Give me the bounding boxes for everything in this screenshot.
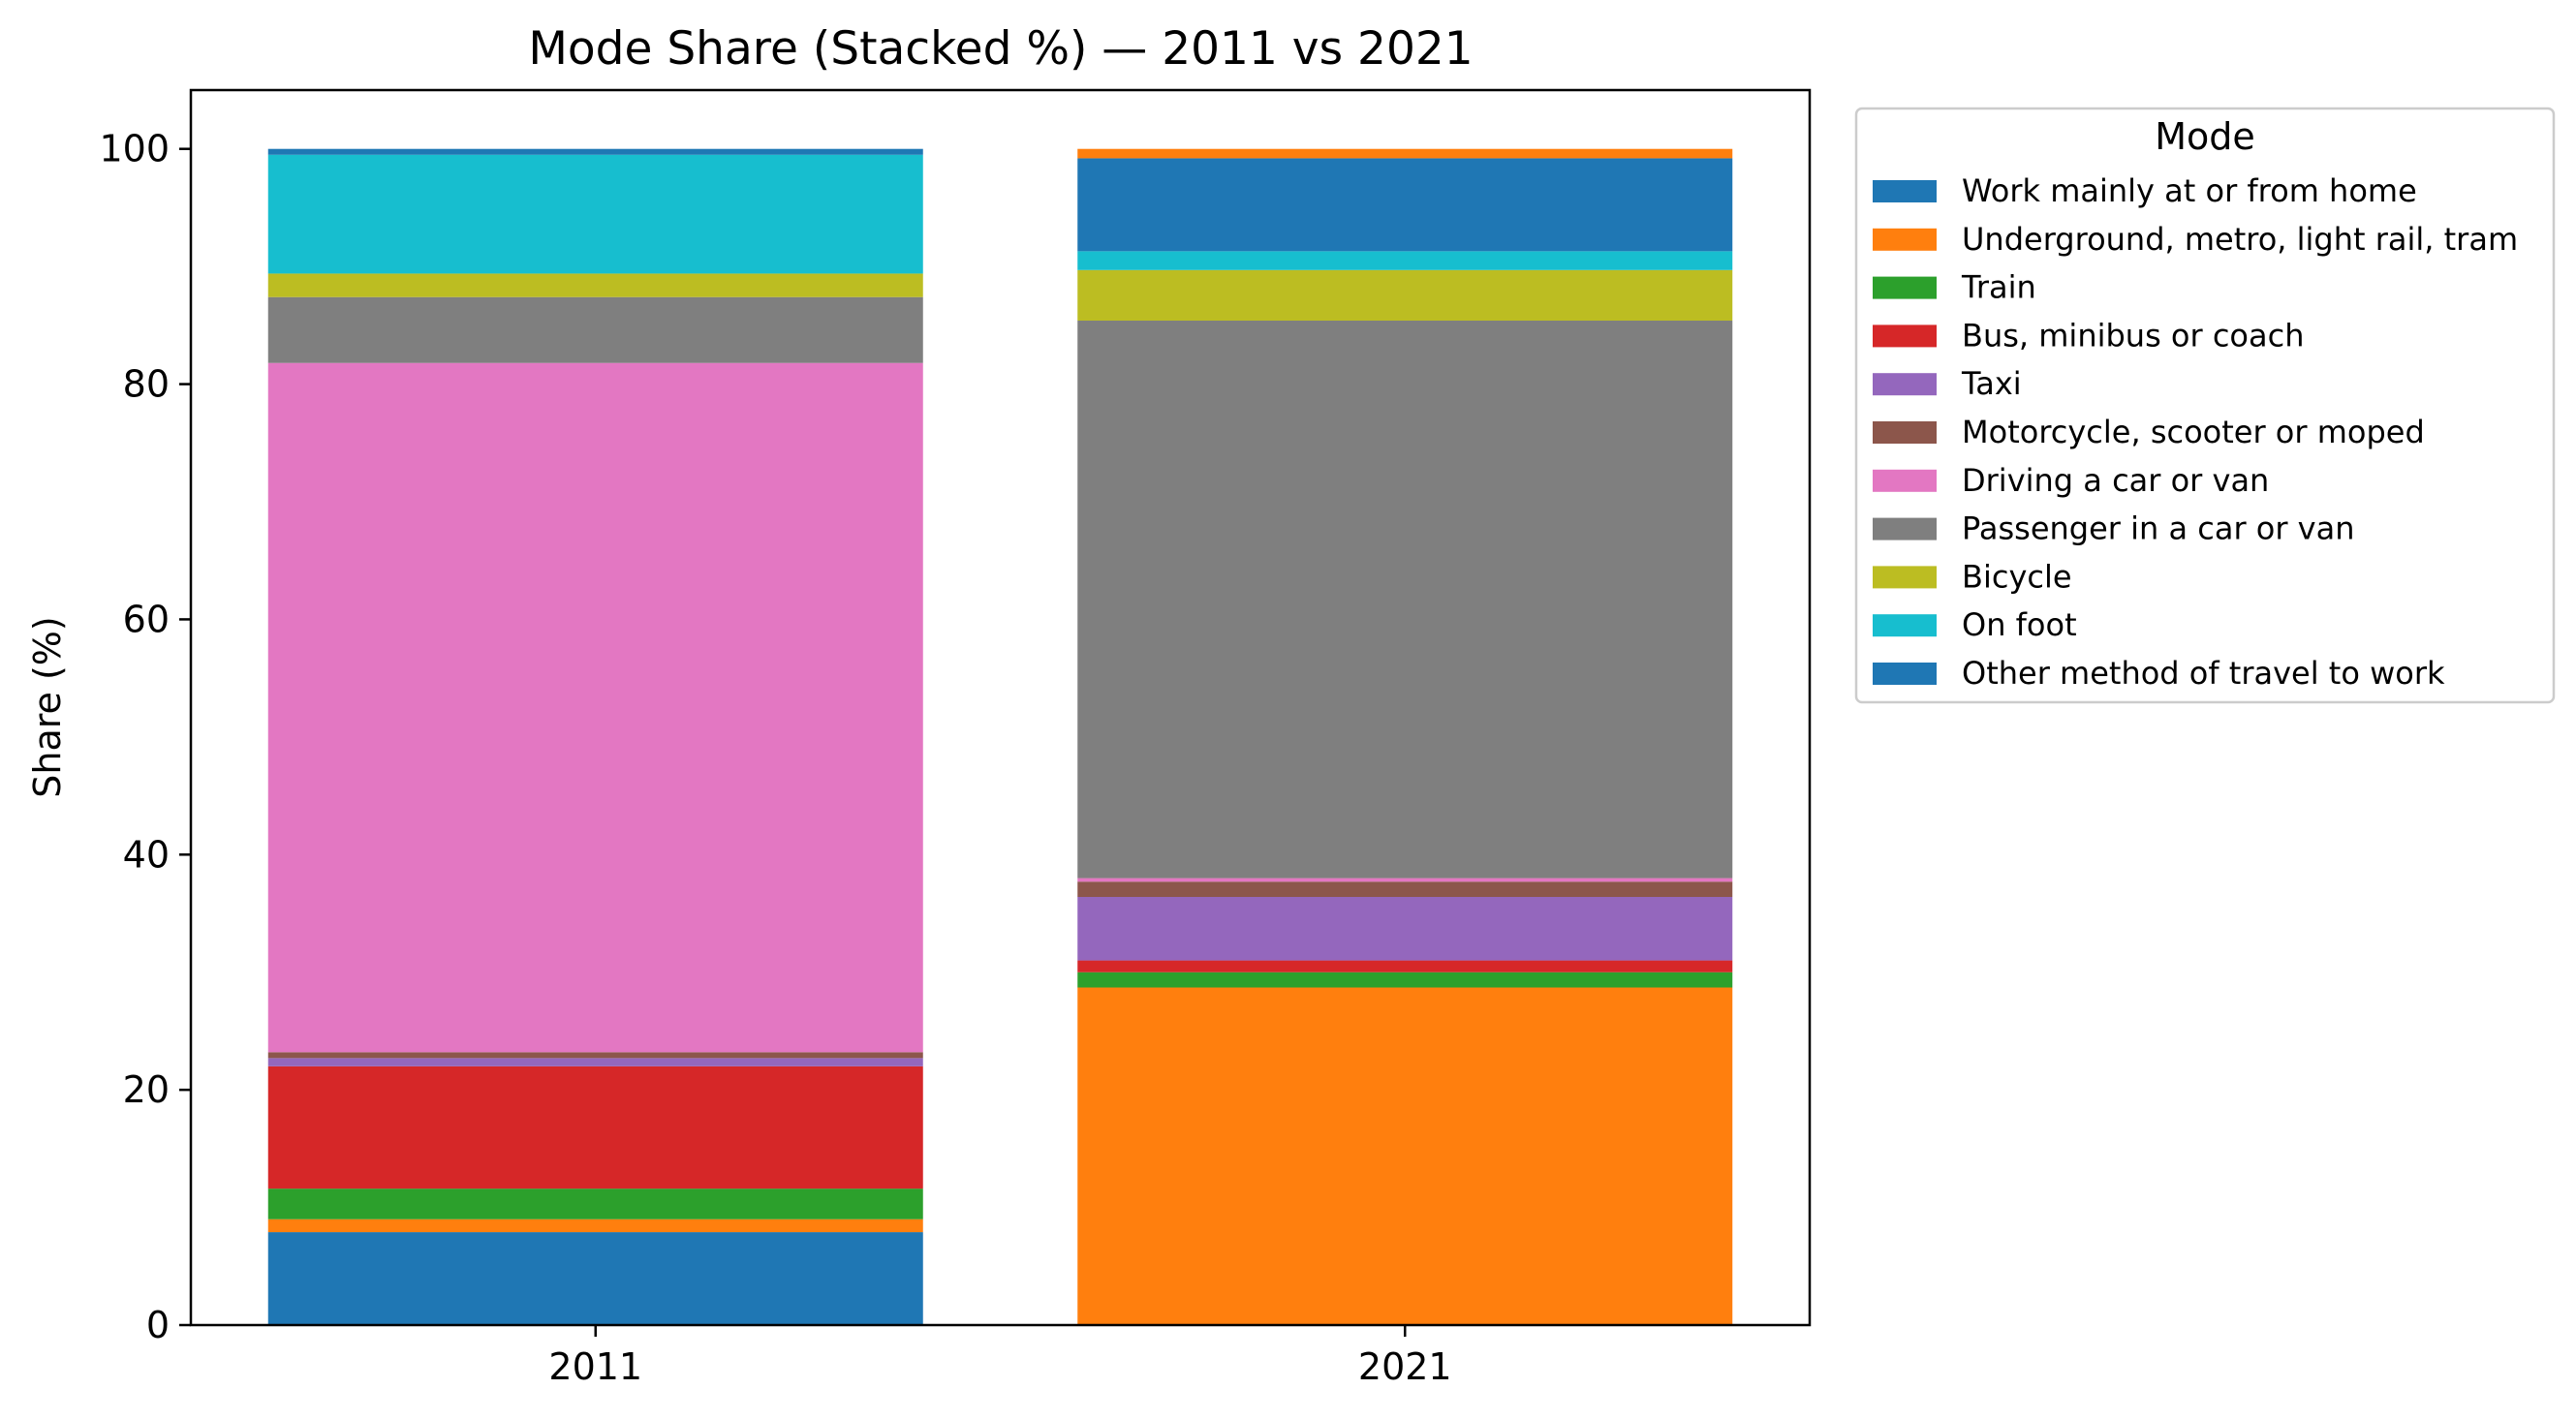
- y-tick-label-20: 20: [123, 1068, 170, 1111]
- legend-swatch-bus-minibus-or-coach: [1873, 324, 1937, 348]
- legend-swatch-work-mainly-at-or-from-home: [1873, 180, 1937, 202]
- bars-group: [267, 148, 1733, 1325]
- y-tick-label-100: 100: [99, 128, 170, 170]
- legend-title: Mode: [2155, 115, 2255, 158]
- bar-other-method-of-travel-to-work-2021: [1077, 158, 1733, 252]
- x-axis: 2011 2021: [548, 1325, 1452, 1388]
- bar-train-2011: [267, 1188, 923, 1219]
- bar-motorcycle-scooter-or-moped-2021: [1077, 881, 1733, 897]
- legend-label-taxi: Taxi: [1961, 365, 2022, 402]
- bar-driving-a-car-or-van-2021: [1077, 878, 1733, 882]
- legend-label-bus-minibus-or-coach: Bus, minibus or coach: [1962, 317, 2304, 354]
- legend-label-work-mainly-at-or-from-home: Work mainly at or from home: [1962, 172, 2417, 209]
- bar-passenger-in-a-car-or-van-2011: [267, 296, 923, 363]
- bar-bus-minibus-or-coach-2021: [1077, 960, 1733, 972]
- legend-label-driving-a-car-or-van: Driving a car or van: [1962, 462, 2269, 499]
- y-axis-label: Share (%): [26, 616, 69, 798]
- legend-swatch-bicycle: [1873, 566, 1937, 589]
- bar-bicycle-2011: [267, 273, 923, 297]
- legend-label-train: Train: [1961, 269, 2036, 306]
- bar-other-method-of-travel-to-work-2011: [267, 148, 923, 155]
- legend-swatch-other-method-of-travel-to-work: [1873, 663, 1937, 685]
- legend-label-motorcycle-scooter-or-moped: Motorcycle, scooter or moped: [1962, 414, 2425, 450]
- bar-train-2021: [1077, 972, 1733, 988]
- legend-swatch-train: [1873, 276, 1937, 299]
- y-tick-label-40: 40: [123, 833, 170, 876]
- chart-title: Mode Share (Stacked %) — 2011 vs 2021: [528, 22, 1473, 76]
- legend-swatch-motorcycle-scooter-or-moped: [1873, 421, 1937, 444]
- bar-on-foot-2011: [267, 154, 923, 274]
- legend-swatch-driving-a-car-or-van: [1873, 469, 1937, 492]
- legend-frame: [1854, 107, 2556, 704]
- legend-items: Work mainly at or from home Underground, …: [1873, 172, 2518, 692]
- bar-series-11-2021: [1077, 148, 1733, 159]
- x-tick-label-2011: 2011: [548, 1345, 642, 1388]
- bar-bicycle-2021: [1077, 269, 1733, 321]
- bar-driving-a-car-or-van-2011: [267, 362, 923, 1053]
- legend-label-bicycle: Bicycle: [1962, 558, 2072, 595]
- y-tick-label-80: 80: [123, 363, 170, 406]
- y-axis: 0 20 40 60 80 100: [99, 128, 191, 1346]
- legend-label-other-method-of-travel-to-work: Other method of travel to work: [1962, 655, 2445, 692]
- bar-taxi-2021: [1077, 897, 1733, 961]
- bar-taxi-2011: [267, 1058, 923, 1066]
- bar-bus-minibus-or-coach-2011: [267, 1065, 923, 1189]
- bar-underground-metro-light-rail-tram-2011: [267, 1219, 923, 1233]
- legend-swatch-underground-metro-light-rail-tram: [1873, 228, 1937, 251]
- bar-on-foot-2021: [1077, 251, 1733, 270]
- bar-underground-metro-light-rail-tram-2021: [1077, 987, 1733, 1325]
- legend-label-passenger-in-a-car-or-van: Passenger in a car or van: [1962, 510, 2355, 547]
- legend-swatch-taxi: [1873, 373, 1937, 396]
- bar-passenger-in-a-car-or-van-2021: [1077, 321, 1733, 879]
- x-tick-label-2021: 2021: [1358, 1345, 1452, 1388]
- y-tick-label-60: 60: [123, 598, 170, 640]
- legend-label-underground-metro-light-rail-tram: Underground, metro, light rail, tram: [1962, 221, 2518, 258]
- bar-motorcycle-scooter-or-moped-2011: [267, 1052, 923, 1059]
- legend-swatch-on-foot: [1873, 614, 1937, 637]
- bar-work-mainly-at-or-from-home-2011: [267, 1232, 923, 1325]
- legend-label-on-foot: On foot: [1962, 606, 2077, 643]
- legend-swatch-passenger-in-a-car-or-van: [1873, 517, 1937, 540]
- legend: Mode Work mainly at or from home Undergro…: [1854, 107, 2556, 704]
- plot-frame: [189, 88, 1812, 1327]
- y-tick-label-0: 0: [146, 1304, 170, 1346]
